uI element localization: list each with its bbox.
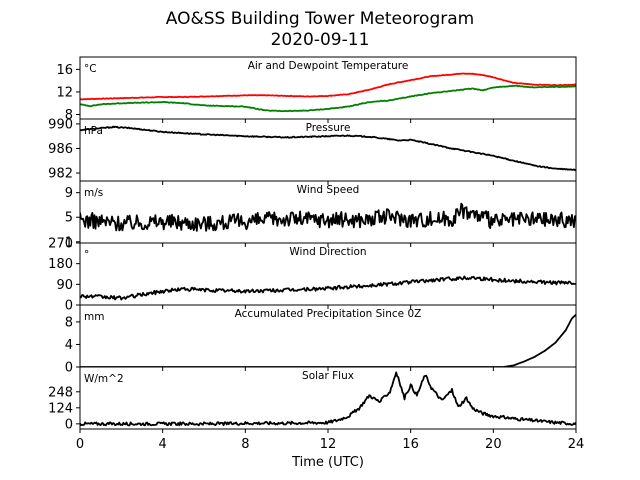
panel-1-ytick-label: 8 <box>65 108 73 123</box>
panel-4-ytick-label: 90 <box>56 278 73 293</box>
figure-title: AO&SS Building Tower Meteorogram <box>166 9 474 29</box>
panel-4-unit: ° <box>84 249 89 261</box>
x-axis: 0 4 8 12 16 20 24 <box>76 437 584 452</box>
xtick-label: 12 <box>320 437 337 452</box>
panel-1: 8 12 16 Air and Dewpoint Temperature °C <box>56 56 577 123</box>
xtick-label: 20 <box>485 437 502 452</box>
panel-2-ytick-label: 986 <box>48 142 73 157</box>
panel-1-series-1-line <box>80 72 576 101</box>
panel-2-ytick-label: 982 <box>48 167 73 182</box>
panel-3-ytick-label: 1 <box>65 235 73 250</box>
panel-1-series-2-line <box>80 84 576 113</box>
panel-3-ytick-label: 9 <box>65 186 73 201</box>
x-axis-label: Time (UTC) <box>291 455 364 470</box>
panel-4-series-1-line <box>80 275 576 301</box>
xtick-label: 0 <box>76 437 84 452</box>
panel-3-unit: m/s <box>84 187 103 199</box>
panel-1-unit: °C <box>84 63 97 75</box>
panel-4-ytick-label: 180 <box>48 257 73 272</box>
panel-2-title: Pressure <box>306 122 351 134</box>
panel-1-ytick-label: 12 <box>56 85 73 100</box>
xtick-label: 24 <box>568 437 585 452</box>
panel-4-title: Wind Direction <box>289 246 366 258</box>
panel-3-series-1-line <box>80 202 576 232</box>
panel-1-title: Air and Dewpoint Temperature <box>248 60 409 72</box>
panel-4: 0 90 180 270 Wind Direction ° <box>48 237 577 314</box>
xtick-label: 4 <box>159 437 167 452</box>
panel-4-ytick-label: 0 <box>65 299 73 314</box>
panel-5-title: Accumulated Precipitation Since 0Z <box>235 308 422 320</box>
panel-6-ytick-label: 0 <box>65 417 73 432</box>
panel-2-series-1-line <box>80 125 576 172</box>
xtick-label: 16 <box>402 437 419 452</box>
figure-subtitle: 2020-09-11 <box>271 30 370 50</box>
panel-6-ytick-label: 248 <box>48 385 73 400</box>
panel-5-unit: mm <box>84 311 104 323</box>
xtick-label: 8 <box>241 437 249 452</box>
panel-3: 1 5 9 Wind Speed m/s <box>65 180 577 250</box>
panel-6-unit: W/m^2 <box>84 373 124 385</box>
panel-5-series-1-line <box>80 313 576 367</box>
panel-3-ytick-label: 5 <box>65 211 73 226</box>
panel-5: 0 4 8 Accumulated Precipitation Since 0Z mm <box>65 304 577 376</box>
panel-2-ytick-label: 990 <box>48 117 73 132</box>
panel-3-title: Wind Speed <box>297 184 360 196</box>
panel-5-ytick-label: 4 <box>65 338 73 353</box>
panel-6-ytick-label: 124 <box>48 401 73 416</box>
panel-6-title: Solar Flux <box>302 370 354 382</box>
panel-5-ytick-label: 8 <box>65 315 73 330</box>
panel-2-unit: hPa <box>84 125 103 137</box>
panel-2: 982 986 990 Pressure hPa <box>48 117 577 185</box>
panel-6-series-1-line <box>80 371 576 427</box>
panel-1-ytick-label: 16 <box>56 63 73 78</box>
panel-4-ytick-label: 270 <box>48 237 73 252</box>
panel-5-ytick-label: 0 <box>65 361 73 376</box>
